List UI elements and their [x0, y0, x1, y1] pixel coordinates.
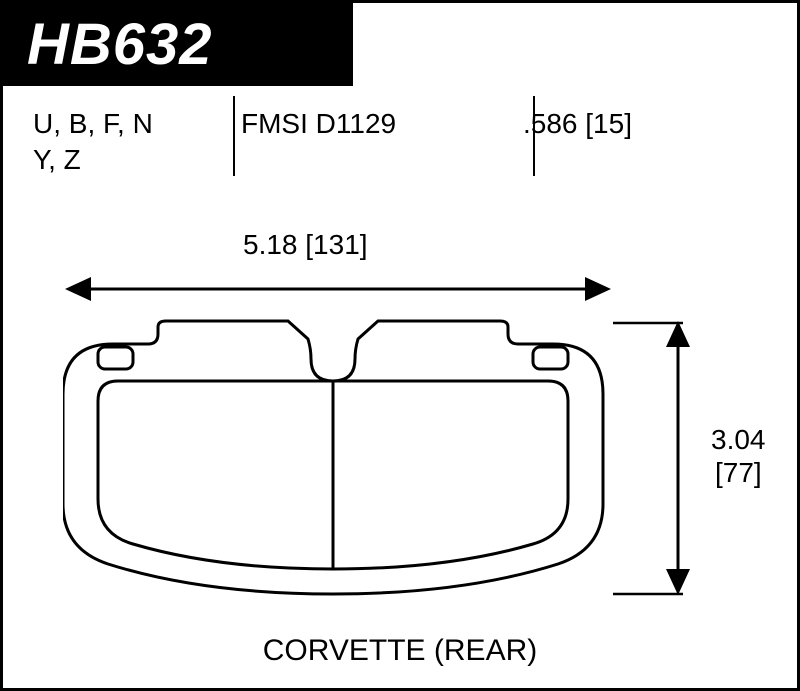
compound-codes: U, B, F, N Y, Z [3, 106, 223, 179]
diagram-area: 5.18 [131] [3, 239, 797, 659]
divider-1 [233, 96, 235, 176]
part-number: HB632 [27, 12, 213, 77]
info-row: U, B, F, N Y, Z FMSI D1129 .586 [15] [3, 86, 797, 179]
divider-2 [533, 96, 535, 176]
codes-line-1: U, B, F, N [33, 106, 223, 142]
thickness-spec: .586 [15] [503, 106, 733, 179]
product-label: CORVETTE (REAR) [3, 634, 797, 668]
height-dimension-mm: [77] [715, 457, 762, 489]
brake-pad-outline [63, 319, 613, 609]
fmsi-code: FMSI D1129 [223, 106, 503, 179]
height-dimension-in: 3.04 [711, 424, 766, 456]
codes-line-2: Y, Z [33, 142, 223, 178]
width-dimension: 5.18 [131] [243, 229, 368, 261]
spec-sheet: HB632 U, B, F, N Y, Z FMSI D1129 .586 [1… [0, 0, 800, 691]
width-arrow [63, 269, 613, 309]
header-bar: HB632 [3, 3, 353, 86]
height-arrow [658, 319, 698, 609]
